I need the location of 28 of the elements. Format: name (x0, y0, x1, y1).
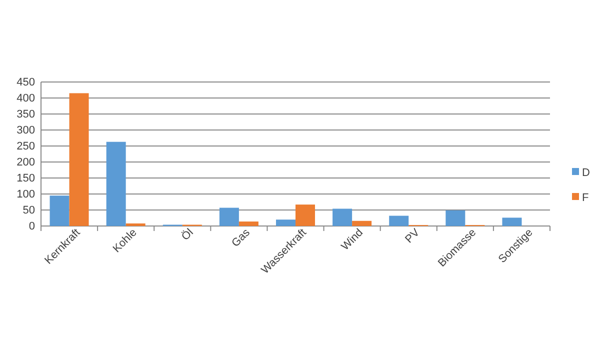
y-tick-label: 0 (28, 220, 35, 233)
y-tick-label: 200 (16, 156, 35, 169)
bar (219, 208, 239, 226)
bar (446, 210, 466, 226)
bar (238, 222, 258, 226)
y-tick-label: 300 (16, 124, 35, 137)
y-tick-label: 350 (16, 108, 35, 121)
x-tick-label: Gas (230, 226, 253, 250)
bar (296, 204, 315, 226)
x-tick-label: Öl (178, 226, 196, 243)
y-tick-label: 150 (16, 172, 35, 185)
bar (502, 218, 522, 226)
y-tick-label: 250 (16, 140, 35, 153)
bar (332, 208, 352, 226)
y-tick-label: 400 (16, 92, 35, 105)
bar (276, 220, 296, 226)
bar (352, 220, 372, 226)
bar (389, 216, 409, 226)
legend-label: D (582, 167, 590, 179)
legend-label: F (582, 192, 589, 204)
y-tick-label: 50 (22, 204, 35, 217)
bar (69, 93, 89, 226)
bar (50, 196, 70, 226)
y-tick-label: 100 (16, 188, 35, 201)
y-tick-label: 450 (16, 76, 35, 89)
bar (126, 223, 146, 226)
bar (106, 142, 126, 226)
x-tick-label: PV (403, 226, 423, 246)
